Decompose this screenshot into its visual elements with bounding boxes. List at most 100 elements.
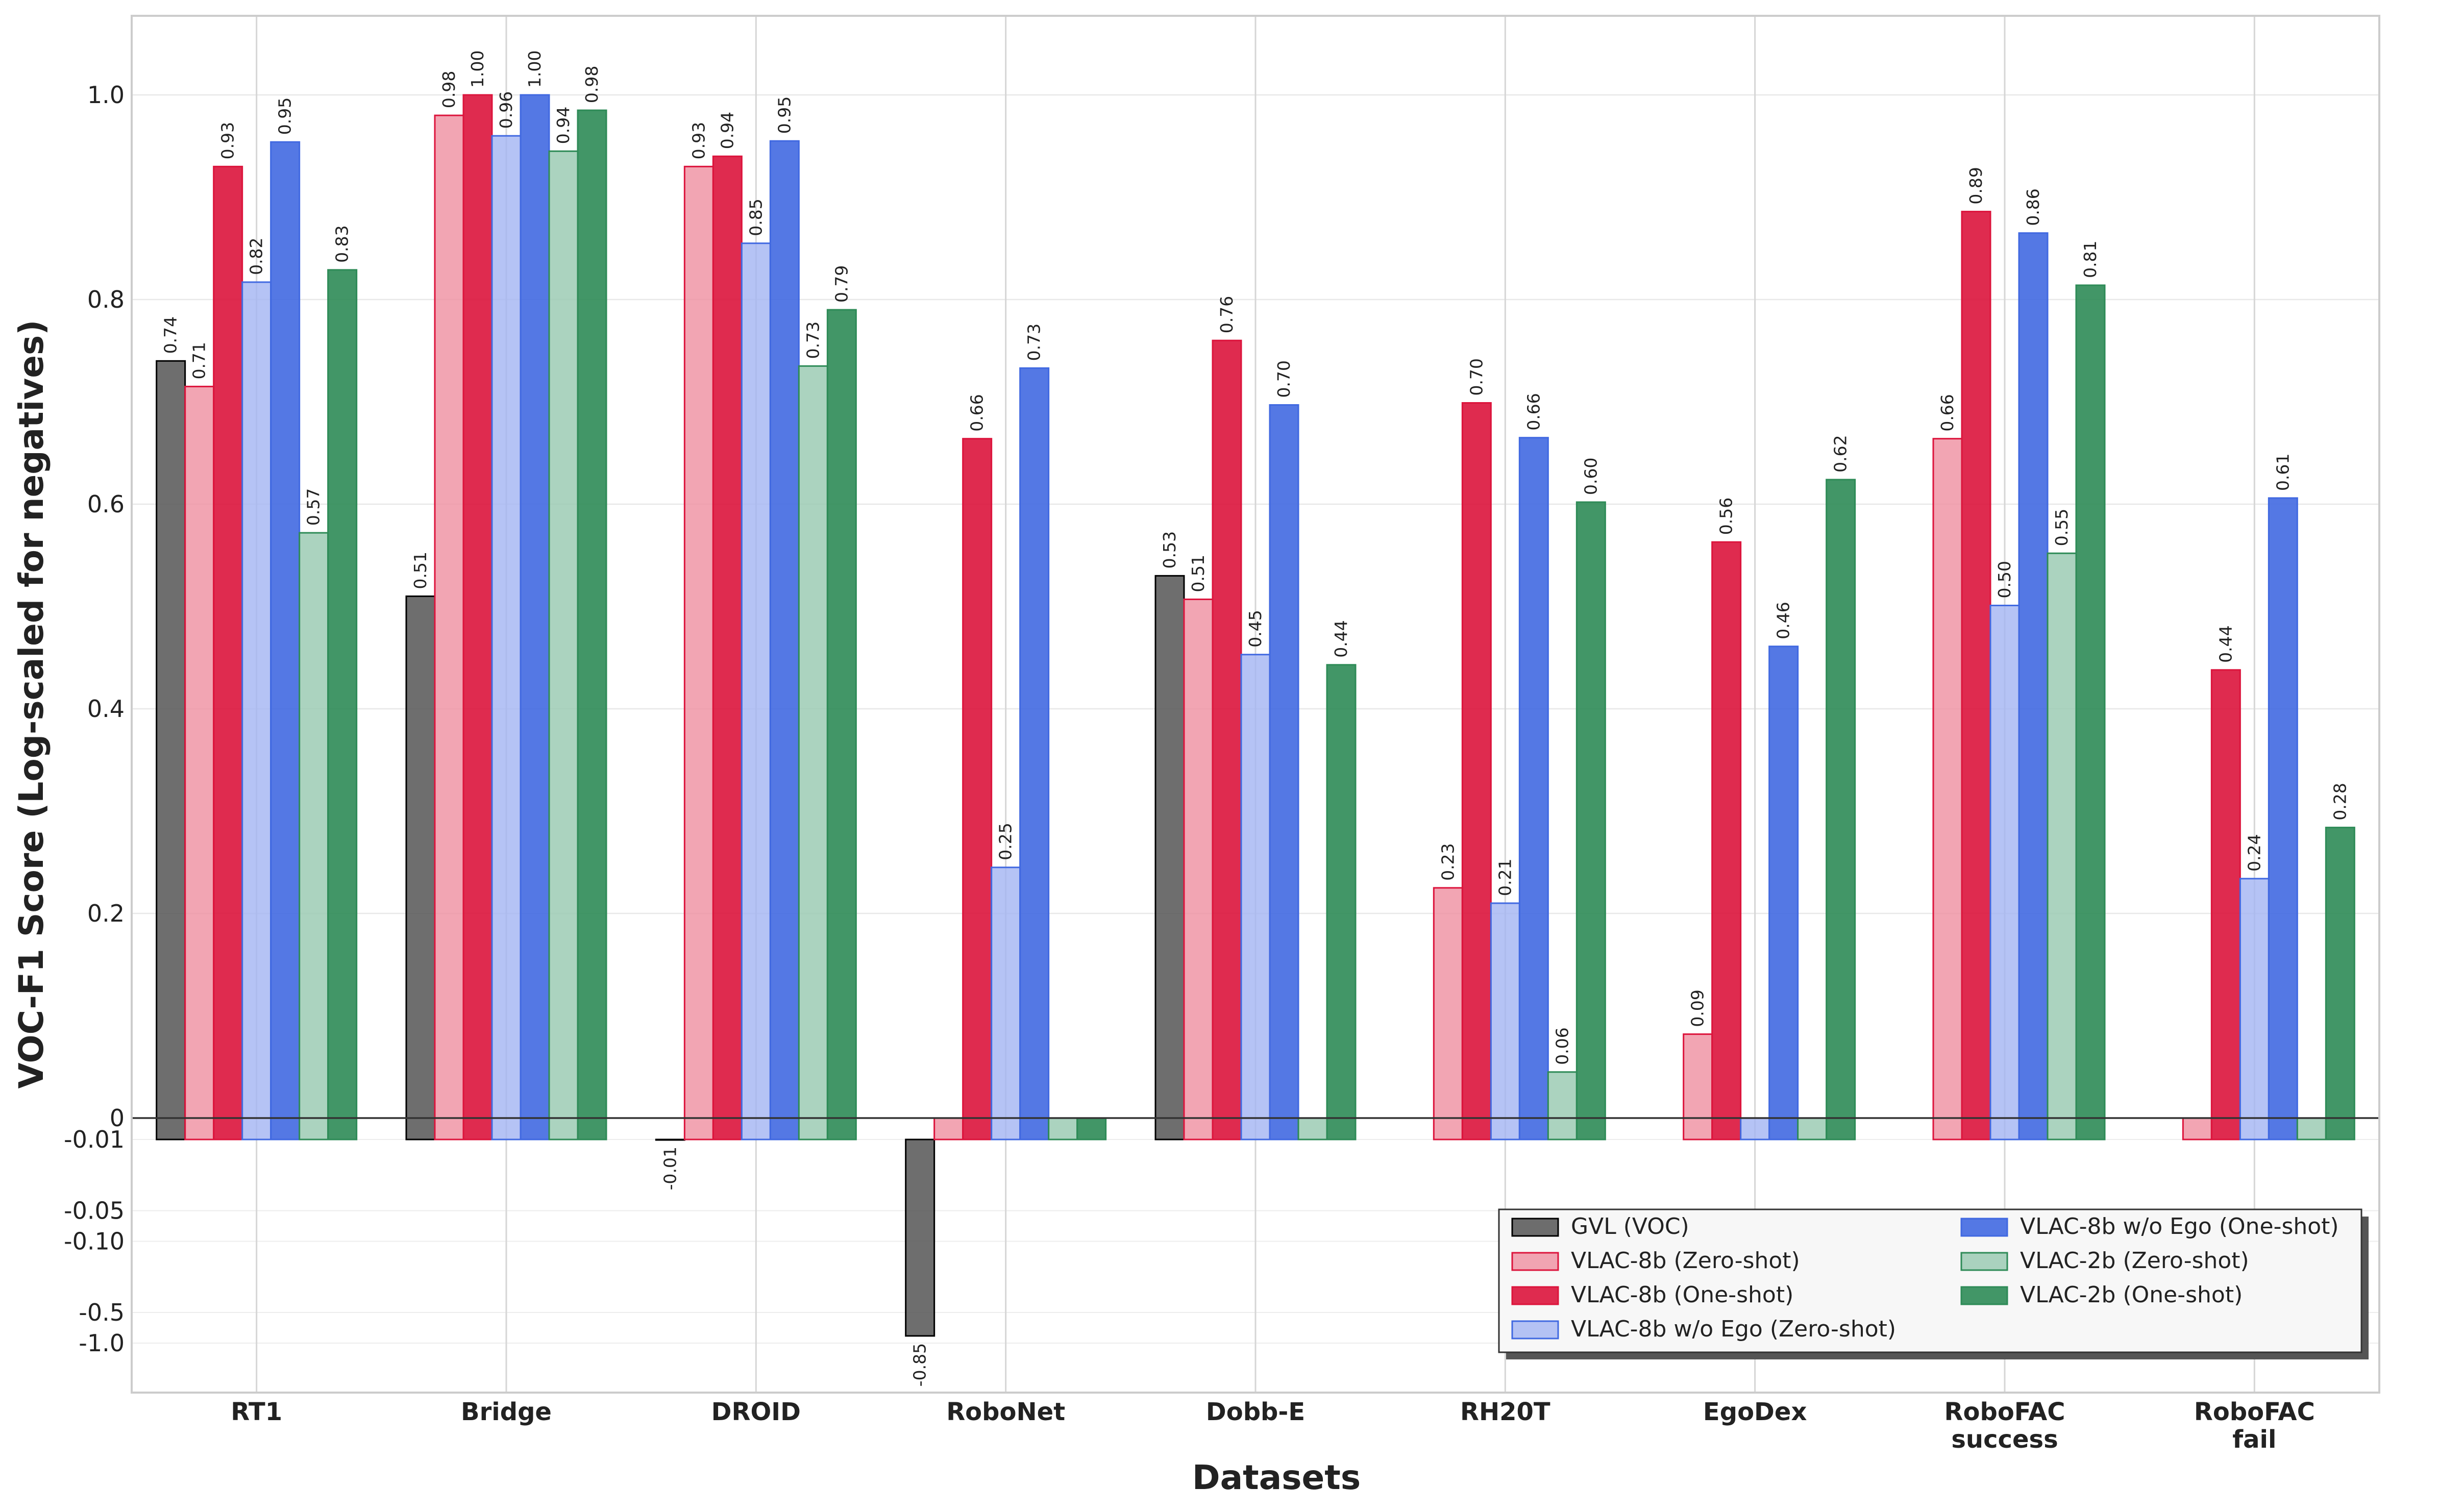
legend-box [1498,1208,2362,1353]
value-label: 0.93 [218,122,238,159]
bar [655,1138,685,1141]
value-label: 0.44 [2215,625,2235,662]
x-tick-label-line: success [1951,1425,2058,1454]
bar [1433,887,1463,1141]
x-tick-label-line: Dobb-E [1206,1398,1305,1426]
value-label: 0.66 [1523,393,1543,430]
value-labels: 0.74 0.71 0.93 0.82 0.95 0.57 0.83 0.51 0.98 1.00… [161,51,2350,1387]
bar [2268,497,2298,1141]
value-label: 0.25 [996,823,1016,860]
x-tick-label-line: RoboFAC [2194,1398,2315,1426]
value-label: 0.23 [1438,843,1458,880]
bar [798,365,828,1141]
bar [2182,1117,2212,1141]
x-tick-label: RoboFAC success [1944,1398,2065,1454]
bar [1932,438,1963,1141]
legend-swatch [1960,1218,2008,1237]
bar [683,165,714,1141]
value-label: 0.95 [275,97,295,135]
value-label: 0.55 [2052,509,2072,546]
value-label: 0.70 [1274,360,1294,398]
y-tick-label: -0.01 [64,1126,125,1153]
value-label: 0.09 [1688,989,1708,1027]
value-label: 0.60 [1581,458,1600,495]
value-label: 0.57 [304,488,324,526]
x-tick-label: Dobb-E [1206,1398,1305,1426]
bar [1989,604,2020,1141]
legend-swatch [1511,1252,1559,1271]
bar [2296,1117,2327,1141]
bar [241,281,272,1141]
legend-label: VLAC-8b (One-shot) [1571,1282,1793,1308]
value-label: -0.85 [910,1343,930,1386]
legend-swatch [1960,1286,2008,1305]
y-axis-title: VOC-F1 Score (Log-scaled for negatives) [12,320,51,1089]
legend-swatch [1511,1320,1559,1340]
bar [462,94,493,1141]
bar [1183,598,1214,1141]
bar [491,135,522,1141]
x-axis-title: Datasets [1192,1458,1361,1497]
bar [2075,284,2106,1141]
value-label: 0.50 [1994,561,2014,598]
y-tick-label: -0.5 [79,1299,125,1326]
legend-label: VLAC-8b w/o Ego (Zero-shot) [1571,1316,1896,1342]
value-label: 0.66 [967,394,987,431]
legend-swatch [1511,1218,1559,1237]
value-label: 0.56 [1716,498,1736,535]
bar [2210,669,2241,1141]
legend-swatch [1511,1286,1559,1305]
value-label: 0.96 [496,91,516,129]
x-tick-label-line: RoboFAC [1944,1398,2065,1426]
value-label: 0.81 [2080,240,2100,278]
value-label: 0.74 [161,316,181,354]
bar [327,269,358,1141]
bar [1575,501,1606,1141]
x-tick-label-line: RT1 [231,1398,282,1426]
x-tick-label: RH20T [1460,1398,1550,1426]
x-tick-label: Bridge [461,1398,552,1426]
y-tick-label: 0.6 [87,490,125,518]
legend: GVL (VOC) VLAC-8b (Zero-shot) VLAC-8b (One… [1498,1208,2369,1359]
value-label: 0.82 [247,237,266,275]
value-label: 0.51 [1188,555,1208,592]
value-label: 0.66 [1937,394,1957,431]
y-tick-label: 0.4 [87,695,125,723]
x-tick-label-line: fail [2232,1425,2276,1454]
x-tick-label-line: DROID [711,1398,801,1426]
bar [184,385,215,1141]
value-label: 0.83 [332,225,352,262]
value-label: 0.24 [2244,834,2264,871]
x-tick-label: RoboFAC fail [2194,1398,2315,1454]
bar [905,1138,935,1337]
x-tick-label-line: RH20T [1460,1398,1550,1426]
bar [1683,1033,1713,1141]
bar [933,1117,964,1141]
legend-label: VLAC-2b (One-shot) [2020,1282,2243,1308]
value-label: 0.94 [717,112,737,149]
value-label: 0.45 [1245,610,1265,647]
bar [1076,1117,1107,1141]
x-tick-label-line: RoboNet [946,1398,1065,1426]
bar [1490,902,1520,1141]
x-tick-label: RoboNet [946,1398,1065,1426]
y-tick-label: 0 [110,1104,125,1132]
value-label: 0.85 [746,199,766,236]
plot-frame [131,15,2380,1394]
value-label: 0.93 [688,122,708,159]
y-tick-label: 1.0 [87,81,125,109]
bar [1326,664,1357,1141]
x-axis-ticks: RT1 Bridge DROID RoboNet Dobb-E RH20T EgoDex Ro… [231,1398,2315,1454]
bar [1269,404,1299,1141]
x-tick-label: EgoDex [1703,1398,1807,1426]
bar [434,114,464,1141]
y-tick-label: -0.10 [64,1228,125,1255]
value-label: 0.95 [774,96,794,134]
bar [1048,1117,1078,1141]
legend-label: GVL (VOC) [1571,1213,1689,1240]
value-label: 0.46 [1774,602,1793,639]
legend-label: VLAC-8b w/o Ego (One-shot) [2020,1213,2339,1240]
bar [962,438,993,1141]
legend-label: VLAC-2b (Zero-shot) [2020,1248,2249,1274]
value-label: 0.51 [410,552,430,589]
